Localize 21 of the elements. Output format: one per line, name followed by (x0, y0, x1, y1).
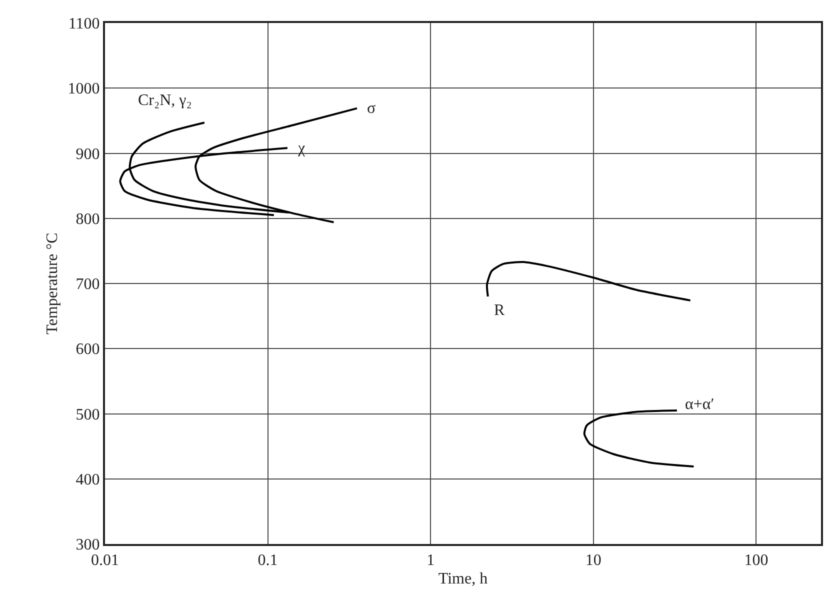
y-tick-label: 400 (76, 471, 100, 488)
series-label: χ (297, 140, 306, 157)
x-tick-label: 0.1 (258, 552, 278, 570)
y-tick-label: 300 (76, 536, 100, 554)
y-tick-label: 600 (76, 341, 100, 358)
y-tick-label: 800 (76, 210, 100, 228)
series-label: Cr₂N, γ₂ (138, 92, 192, 109)
y-axis-title: Temperature °C (44, 232, 62, 334)
x-tick-label: 100 (744, 552, 768, 570)
y-tick-label: 700 (76, 276, 100, 294)
y-tick-label: 1000 (68, 80, 100, 98)
y-tick-label: 900 (76, 146, 100, 163)
x-tick-label: 10 (585, 552, 602, 570)
series-label: α+α′ (685, 396, 714, 413)
x-tick-label: 0.01 (91, 552, 119, 570)
series-label: σ (367, 100, 376, 117)
x-tick-label: 1 (426, 552, 435, 570)
x-axis-title: Time, h (438, 570, 488, 588)
series-label: R (494, 302, 505, 319)
y-tick-label: 500 (76, 406, 100, 424)
y-tick-label: 1100 (68, 16, 100, 33)
